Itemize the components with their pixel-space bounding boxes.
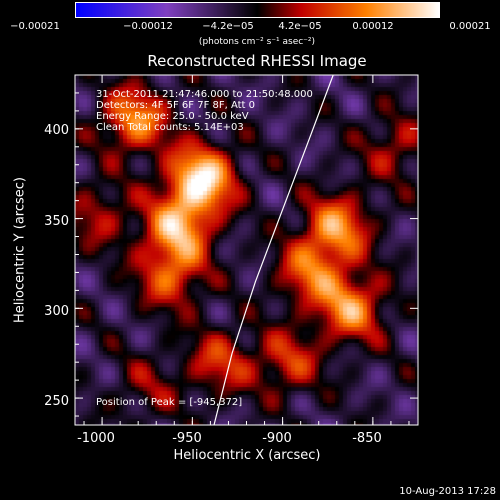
colorbar-tick: 4.2e−05 [278,21,322,32]
colorbar [75,2,440,18]
timestamp: 10-Aug-2013 17:28 [399,486,496,497]
y-tick-label: 300 [44,304,69,319]
solar-limb-curve [213,74,334,426]
colorbar-tick: −0.00021 [10,21,60,32]
y-axis-label: Heliocentric Y (arcsec) [12,177,28,323]
y-tick-label: 400 [44,123,69,138]
colorbar-tick: 0.00012 [352,21,394,32]
y-tick-label: 250 [44,394,69,409]
chart-title: Reconstructed RHESSI Image [147,52,367,70]
y-tick-label: 350 [44,214,69,229]
info-clean-counts: Clean Total counts: 5.14E+03 [96,122,244,133]
info-time-range: 31-Oct-2011 21:47:46.000 to 21:50:48.000 [96,89,313,100]
colorbar-tick: −4.2e−05 [202,21,254,32]
peak-position-label: Position of Peak = [-945,372] [96,397,243,408]
x-tick-label: -900 [262,431,292,446]
x-tick-label: -1000 [77,431,115,446]
colorbar-tick: −0.00012 [123,21,173,32]
x-tick-label: -850 [352,431,382,446]
x-tick-label: -950 [172,431,202,446]
x-axis-label: Heliocentric X (arcsec) [173,448,321,463]
colorbar-tick: 0.00021 [449,21,491,32]
info-energy-range: Energy Range: 25.0 - 50.0 keV [96,111,249,122]
heatmap-image [75,75,418,425]
colorbar-units: (photons cm⁻² s⁻¹ asec⁻²) [198,37,316,47]
info-detectors: Detectors: 4F 5F 6F 7F 8F, Att 0 [96,100,256,111]
